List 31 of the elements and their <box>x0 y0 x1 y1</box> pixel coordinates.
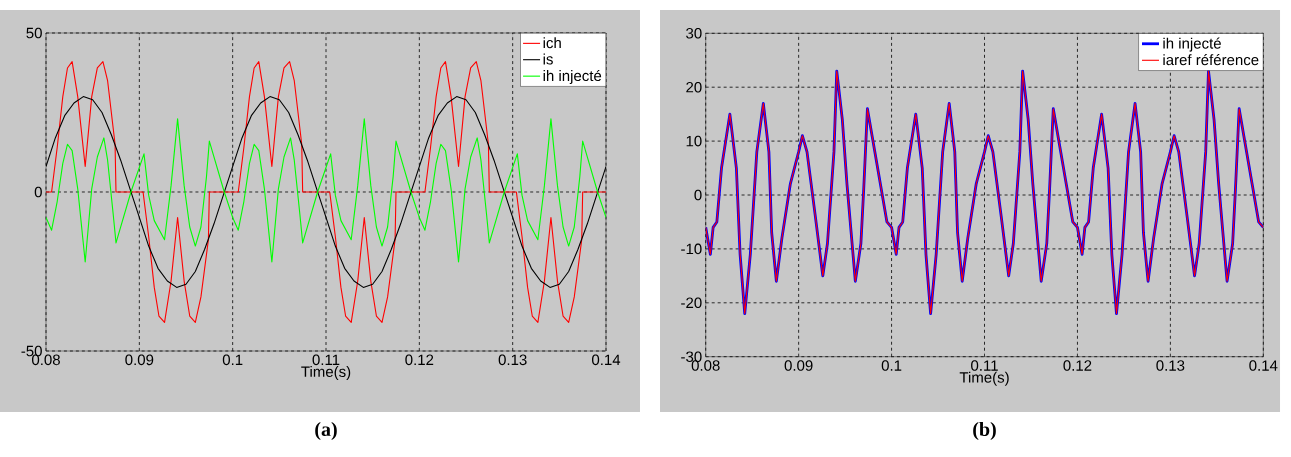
y-tick-label: -30 <box>681 351 702 362</box>
x-tick-label: 0.14 <box>1249 360 1278 371</box>
x-tick-label: 0.11 <box>312 354 340 366</box>
y-tick-label: 20 <box>686 81 702 93</box>
y-tick-label: -20 <box>681 297 702 309</box>
text: (b) <box>973 421 996 441</box>
x-tick-label: 0.14 <box>592 354 621 366</box>
x-axis-title: Time(s) <box>301 365 351 380</box>
y-tick-label: 10 <box>686 135 702 147</box>
x-tick-label: 0.09 <box>125 354 154 366</box>
y-tick-label: 50 <box>26 27 42 39</box>
x-tick-label: 0.1 <box>222 354 243 366</box>
y-tick-label: 0 <box>34 186 42 198</box>
x-tick-label: 0.08 <box>691 360 720 371</box>
x-axis-title: Time(s) <box>959 371 1009 386</box>
y-tick-label: 0 <box>694 189 702 201</box>
legend-label: iaref référence <box>1163 54 1259 66</box>
text: (a) <box>315 421 337 441</box>
x-tick-label: 0.09 <box>784 360 813 371</box>
y-tick-label: -10 <box>681 243 702 255</box>
x-tick-label: 0.12 <box>1063 360 1092 371</box>
x-tick-label: 0.1 <box>881 360 902 371</box>
x-tick-label: 0.13 <box>1156 360 1185 371</box>
x-tick-label: 0.13 <box>498 354 527 366</box>
x-tick-label: 0.11 <box>971 360 998 371</box>
x-tick-label: 0.12 <box>405 354 434 366</box>
legend-label: ih injecté <box>1163 37 1221 52</box>
legend-label: ih injecté <box>543 69 602 85</box>
legend-label: is <box>543 53 553 65</box>
legend-label: ich <box>543 37 561 49</box>
y-tick-label: 30 <box>686 27 702 39</box>
